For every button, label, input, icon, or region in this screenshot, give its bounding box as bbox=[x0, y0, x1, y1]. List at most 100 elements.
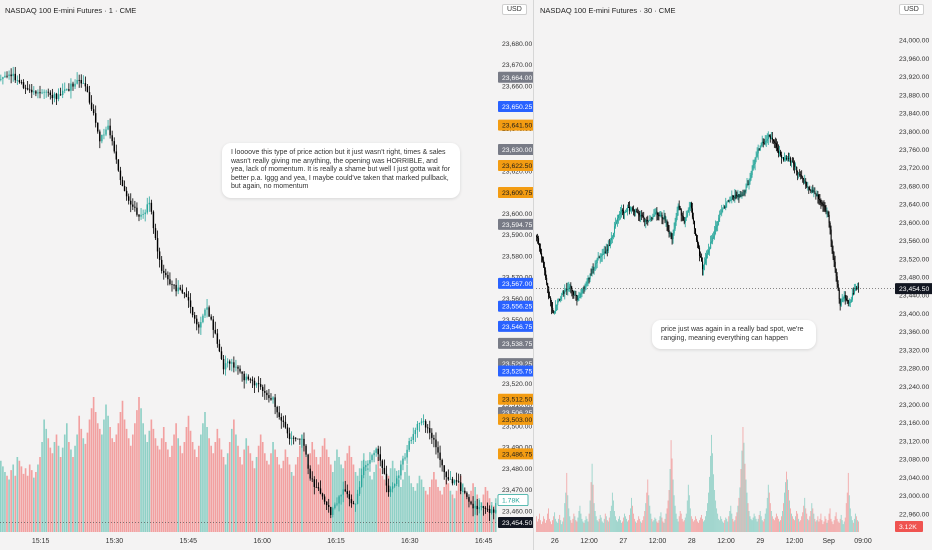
left-volume-bar bbox=[185, 427, 188, 532]
left-volume-bar bbox=[189, 430, 192, 532]
left-candle-body bbox=[398, 475, 400, 479]
right-volume-bar bbox=[816, 520, 818, 532]
left-volume-bar bbox=[84, 443, 87, 532]
left-x-tick-label: 16:30 bbox=[401, 538, 419, 545]
right-candle-body bbox=[696, 235, 698, 241]
left-candle-body bbox=[377, 448, 379, 455]
left-candle-body bbox=[262, 386, 264, 392]
left-volume-bar bbox=[53, 442, 56, 532]
right-candle-body bbox=[764, 140, 766, 144]
right-volume-bar bbox=[571, 522, 573, 532]
left-candle-body bbox=[303, 438, 305, 446]
right-candle-body bbox=[586, 280, 588, 285]
left-volume-bar bbox=[156, 445, 159, 532]
right-chart-svg[interactable]: 22,960.00 23,000.00 23,040.00 23,080.00 23,1… bbox=[534, 0, 932, 550]
left-volume-bar bbox=[395, 475, 398, 532]
right-volume-bar bbox=[825, 518, 827, 532]
right-candle-body bbox=[856, 287, 858, 289]
right-candle-body bbox=[541, 253, 543, 257]
left-annotation-note[interactable]: I loooove this type of price action but … bbox=[222, 143, 460, 198]
right-candle-body bbox=[801, 176, 803, 178]
right-volume-bar bbox=[625, 516, 626, 532]
left-volume-bar bbox=[424, 490, 427, 532]
right-volume-bar bbox=[563, 517, 565, 532]
right-candle-body bbox=[675, 216, 677, 222]
right-volume-bar bbox=[585, 516, 587, 532]
left-candle-body bbox=[35, 91, 37, 94]
right-price-tag bbox=[895, 521, 923, 533]
right-x-tick-label: 09:00 bbox=[854, 538, 872, 545]
right-volume-bar bbox=[670, 440, 672, 532]
left-currency-button[interactable]: USD bbox=[502, 4, 527, 15]
left-volume-bar bbox=[37, 464, 39, 532]
right-volume-bar bbox=[792, 516, 793, 532]
left-volume-bar bbox=[249, 453, 252, 532]
left-candle-body bbox=[173, 284, 175, 286]
left-candle-body bbox=[92, 109, 95, 114]
left-volume-bar bbox=[88, 419, 91, 532]
right-annotation-note[interactable]: price just was again in a really bad spo… bbox=[652, 320, 816, 350]
left-candle-body bbox=[462, 490, 464, 492]
left-candle-body bbox=[451, 478, 454, 484]
left-candle-body bbox=[107, 125, 109, 130]
right-volume-bar bbox=[763, 518, 765, 532]
right-y-tick-label: 23,200.00 bbox=[899, 402, 929, 409]
right-candle-body bbox=[637, 212, 639, 214]
right-volume-bar bbox=[732, 518, 734, 532]
right-volume-bar bbox=[771, 516, 773, 532]
left-volume-bar bbox=[431, 479, 433, 532]
right-candle-body bbox=[714, 230, 716, 236]
right-candle-body bbox=[798, 174, 800, 175]
right-volume-bar bbox=[819, 518, 821, 532]
right-candle-body bbox=[592, 269, 594, 271]
right-volume-bar bbox=[789, 500, 790, 532]
right-candle-body bbox=[780, 151, 782, 156]
right-volume-bar bbox=[606, 520, 608, 532]
left-y-tick-label: 23,460.00 bbox=[502, 508, 532, 515]
right-candle-body bbox=[691, 208, 693, 218]
right-candle-body bbox=[701, 257, 703, 262]
right-y-tick-label: 23,480.00 bbox=[899, 275, 929, 282]
left-volume-bar bbox=[325, 449, 328, 532]
right-volume-bar bbox=[564, 503, 566, 532]
left-candle-body bbox=[196, 318, 198, 325]
right-volume-bar bbox=[645, 503, 647, 532]
left-volume-bar bbox=[206, 427, 208, 532]
right-candle-body bbox=[807, 187, 809, 189]
right-volume-bar bbox=[559, 514, 561, 532]
right-candle-body bbox=[735, 194, 737, 196]
left-volume-bar bbox=[152, 428, 155, 532]
left-candle-body bbox=[315, 486, 318, 488]
right-volume-bar bbox=[653, 520, 655, 532]
right-volume-bar bbox=[580, 513, 582, 532]
right-volume-bar bbox=[657, 522, 659, 532]
left-volume-bar bbox=[136, 410, 138, 532]
right-volume-bar bbox=[634, 518, 636, 532]
right-volume-bar bbox=[846, 492, 848, 532]
left-candle-body bbox=[455, 480, 458, 482]
right-candle-body bbox=[602, 253, 604, 255]
left-candle-body bbox=[369, 460, 371, 464]
right-volume-bar bbox=[594, 511, 596, 532]
right-volume-bar bbox=[750, 518, 752, 532]
left-volume-bar bbox=[261, 442, 264, 532]
right-currency-button[interactable]: USD bbox=[899, 4, 924, 15]
left-volume-bar bbox=[14, 475, 17, 532]
right-price-tag bbox=[895, 283, 932, 295]
left-volume-bar bbox=[385, 483, 388, 532]
left-volume-bar bbox=[383, 479, 386, 532]
left-volume-bar bbox=[45, 428, 48, 532]
right-candle-body bbox=[726, 201, 728, 204]
left-chart-svg[interactable]: 23,460.00 23,470.00 23,480.00 23,490.00 23,5… bbox=[0, 0, 533, 550]
right-candle-body bbox=[832, 250, 834, 258]
left-volume-bar bbox=[76, 434, 78, 532]
left-candle-body bbox=[468, 496, 470, 502]
left-candle-body bbox=[365, 465, 367, 467]
right-volume-bar bbox=[730, 505, 732, 532]
right-candle-body bbox=[700, 256, 702, 258]
right-candle-body bbox=[758, 149, 760, 151]
right-volume-bar bbox=[542, 521, 543, 532]
left-volume-bar bbox=[140, 408, 142, 532]
right-volume-bar bbox=[636, 522, 638, 532]
left-candle-body bbox=[179, 287, 181, 290]
